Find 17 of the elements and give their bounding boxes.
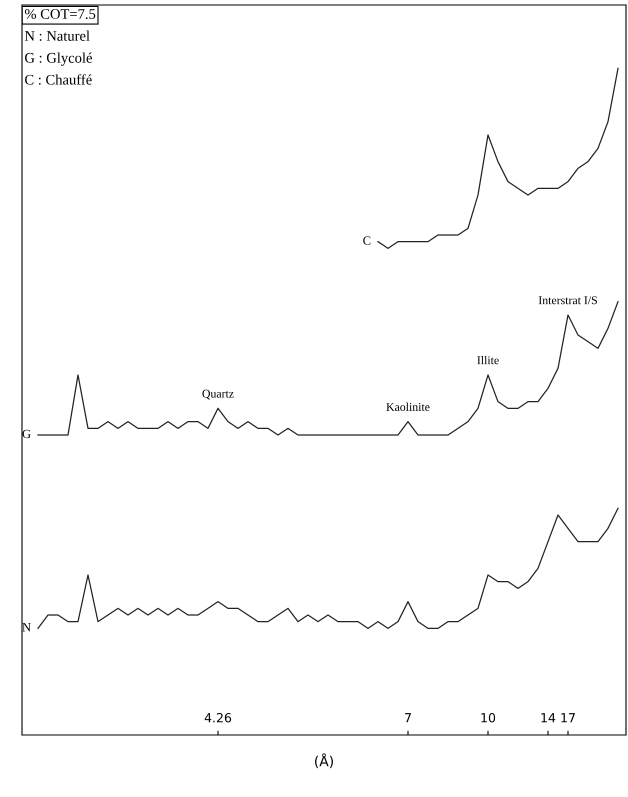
series-label: C: [363, 236, 370, 245]
x-tick-label: 4.26: [204, 713, 232, 722]
annotation: C : Chauffé: [25, 74, 92, 85]
text: N : Naturel: [24, 30, 90, 41]
text: G : Glycolé: [25, 52, 92, 66]
annotation: Interstrat I/S: [538, 296, 597, 304]
x-tick-label: 10: [481, 713, 496, 722]
series-label: N: [22, 623, 31, 632]
x-tick-label: 17: [561, 713, 575, 722]
annotation: Kaolinite: [386, 402, 430, 411]
x-tick-label: 14: [541, 713, 556, 722]
annotation: Quartz: [202, 390, 234, 400]
series-label: G: [22, 430, 31, 438]
x-axis-title: (Å): [315, 753, 333, 768]
x-tick-label: 7: [405, 713, 411, 722]
text: % COT=7.5: [24, 9, 96, 19]
annotation: Illite: [477, 356, 499, 364]
